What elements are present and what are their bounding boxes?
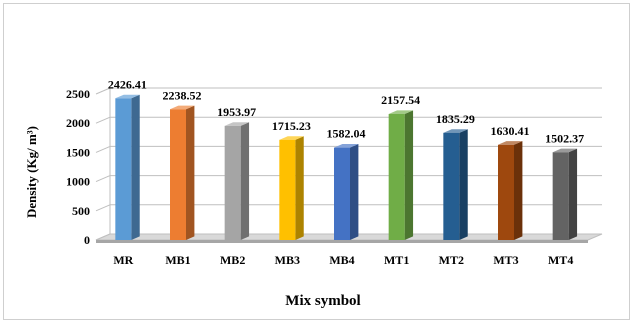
bar-top: [388, 110, 414, 114]
bar-front: [388, 113, 405, 240]
y-tick-label: 2500: [66, 87, 90, 101]
bar-top: [224, 122, 250, 126]
bar-front: [224, 125, 241, 240]
bar-front: [279, 139, 296, 240]
bar-mb2: [224, 122, 250, 240]
chart-frame: [3, 3, 630, 320]
bar-top: [279, 136, 304, 140]
y-tick-label: 0: [84, 233, 90, 247]
bar-side: [459, 129, 468, 240]
value-label: 1630.41: [491, 124, 530, 138]
gridline-slant: [95, 145, 111, 153]
bar-mr: [115, 94, 140, 240]
x-tick-label: MB2: [220, 253, 245, 267]
x-tick-label: MR: [113, 253, 133, 267]
y-tick-label: 500: [72, 204, 90, 218]
bar-mt4: [552, 148, 578, 240]
bar-mt3: [498, 141, 523, 240]
x-tick-label: MT1: [384, 253, 409, 267]
value-label: 2426.41: [108, 77, 147, 91]
x-tick-label: MB4: [329, 253, 354, 267]
gridline-slant: [95, 175, 111, 183]
value-label: 1835.29: [436, 112, 475, 126]
x-tick-label: MT3: [493, 253, 518, 267]
bar-front: [115, 98, 132, 240]
bar-front: [443, 132, 460, 240]
y-tick-label: 2000: [66, 116, 90, 130]
value-label: 2238.52: [163, 88, 202, 102]
gridline-slant: [95, 116, 111, 124]
bar-top: [170, 105, 195, 110]
y-tick-label: 1000: [66, 175, 90, 189]
bar-mb3: [279, 136, 304, 240]
bar-mt1: [388, 110, 414, 241]
value-label: 1582.04: [327, 127, 366, 141]
bar-top: [498, 141, 523, 145]
bar-mt2: [443, 129, 468, 240]
x-axis-title: Mix symbol: [285, 293, 360, 309]
value-label: 1953.97: [217, 105, 256, 119]
bar-side: [240, 122, 250, 240]
y-tick-label: 1500: [66, 145, 90, 159]
bar-top: [334, 144, 359, 148]
value-label: 1715.23: [272, 119, 311, 133]
y-axis-title: Density (Kg/ m³): [24, 126, 39, 218]
bar-side: [186, 105, 195, 240]
x-tick-label: MT4: [548, 253, 573, 267]
bar-side: [404, 110, 414, 241]
bars-layer: [115, 94, 578, 241]
bar-side: [295, 136, 304, 240]
bar-mb1: [170, 105, 195, 240]
bar-top: [443, 129, 468, 133]
bar-front: [170, 109, 186, 240]
bar-side: [350, 144, 359, 240]
gridline-slant: [95, 87, 111, 95]
bar-front: [552, 152, 569, 240]
bar-front: [498, 144, 514, 240]
bar-top: [115, 94, 140, 99]
bar-side: [568, 148, 578, 240]
bar-front: [334, 147, 350, 240]
floor-front: [96, 240, 588, 243]
bar-top: [552, 148, 578, 153]
bar-side: [131, 94, 140, 240]
labels-layer: 0 500 1000 1500 2000 2500 2426.41 MR 2238.52 MB1 1…: [66, 77, 584, 267]
x-tick-label: MB3: [275, 253, 300, 267]
x-tick-label: MB1: [165, 253, 190, 267]
x-tick-label: MT2: [439, 253, 464, 267]
value-label: 1502.37: [545, 131, 584, 145]
bar-side: [514, 141, 523, 240]
gridline-slant: [95, 204, 111, 212]
value-label: 2157.54: [381, 93, 420, 107]
bar-mb4: [334, 144, 359, 240]
